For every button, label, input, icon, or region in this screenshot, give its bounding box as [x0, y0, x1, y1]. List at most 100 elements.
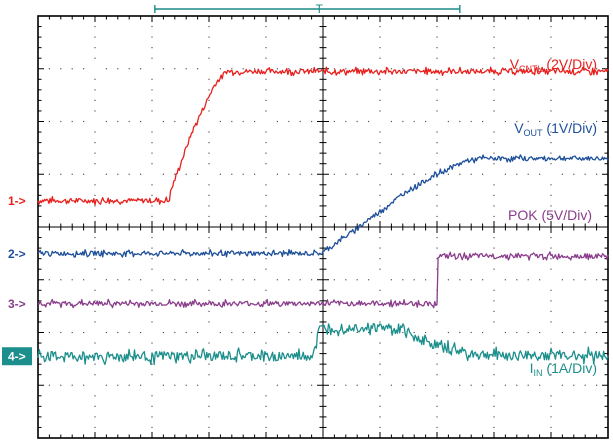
grid-dot — [140, 173, 142, 175]
grid-dot — [162, 279, 164, 281]
grid-dot — [94, 289, 96, 291]
grid-dot — [94, 342, 96, 344]
grid-dot — [379, 194, 381, 196]
grid-dot — [265, 194, 267, 196]
trigger-window-label: T — [316, 2, 324, 16]
grid-dot — [265, 110, 267, 112]
grid-dot — [174, 173, 176, 175]
grid-dot — [185, 279, 187, 281]
grid-dot — [208, 258, 210, 260]
grid-dot — [447, 331, 449, 334]
grid-dot — [345, 120, 347, 123]
grid-dot — [333, 331, 335, 334]
grid-dot — [299, 279, 301, 281]
grid-dot — [151, 57, 153, 59]
grid-dot — [550, 289, 552, 291]
grid-dot — [311, 120, 313, 123]
grid-dot — [561, 279, 563, 281]
grid-dot — [151, 321, 153, 323]
grid-dot — [254, 68, 256, 70]
grid-dot — [299, 384, 301, 386]
grid-dot — [151, 36, 153, 38]
grid-dot — [48, 120, 50, 123]
grid-dot — [265, 152, 267, 154]
grid-dot — [584, 279, 586, 281]
grid-dot — [379, 300, 381, 302]
grid-dot — [413, 68, 415, 70]
grid-dot — [128, 331, 130, 334]
grid-dot — [573, 68, 575, 70]
grid-dot — [470, 68, 472, 70]
grid-dot — [265, 258, 267, 260]
grid-dot — [436, 268, 438, 270]
label-main: POK (5V/Div) — [508, 207, 592, 223]
grid-dot — [151, 184, 153, 186]
grid-dot — [128, 173, 130, 175]
grid-dot — [94, 310, 96, 312]
grid-dot — [208, 163, 210, 165]
minor-ticks — [38, 16, 608, 438]
label-iin: IIN (1A/Div) — [530, 360, 597, 378]
grid-dot — [208, 310, 210, 312]
grid-dot — [197, 384, 199, 386]
grid-dot — [356, 279, 358, 281]
label-vout: VOUT (1V/Div) — [514, 120, 597, 138]
grid-dot — [493, 374, 495, 376]
grid-dot — [117, 384, 119, 386]
grid-dot — [527, 384, 529, 386]
grid-dot — [436, 131, 438, 133]
grid-dot — [83, 384, 85, 386]
grid-dot — [550, 416, 552, 418]
grid-dot — [596, 68, 598, 70]
grid-dot — [493, 321, 495, 323]
grid-dot — [402, 331, 404, 334]
grid-dot — [288, 331, 290, 334]
grid-dot — [504, 120, 506, 123]
grid-dot — [447, 173, 449, 175]
grid-dot — [493, 57, 495, 59]
grid-dot — [550, 405, 552, 407]
grid-dot — [71, 68, 73, 70]
grid-dot — [516, 173, 518, 175]
marker-vout: 2-> — [8, 247, 26, 261]
grid-dot — [493, 236, 495, 239]
grid-dot — [208, 405, 210, 407]
grid-dot — [596, 384, 598, 386]
grid-dot — [550, 236, 552, 239]
grid-dot — [436, 78, 438, 80]
grid-dot — [208, 184, 210, 186]
grid-dot — [436, 321, 438, 323]
grid-dot — [379, 152, 381, 154]
grid-dot — [60, 384, 62, 386]
grid-dot — [539, 384, 541, 386]
grid-dot — [436, 258, 438, 260]
grid-dot — [265, 426, 267, 429]
grid-dot — [493, 25, 495, 28]
grid-dot — [345, 68, 347, 70]
grid-dot — [151, 89, 153, 91]
grid-dot — [379, 258, 381, 260]
grid-dot — [151, 99, 153, 101]
grid-dot — [379, 289, 381, 291]
trace-vcntl — [37, 66, 609, 206]
grid-dot — [60, 68, 62, 70]
trace-vout — [37, 154, 609, 258]
grid-dot — [459, 279, 461, 281]
grid-dot — [550, 374, 552, 376]
grid-dot — [379, 89, 381, 91]
grid-dot — [117, 68, 119, 70]
marker-vcntl: 1-> — [8, 194, 26, 208]
grid-dot — [493, 395, 495, 397]
grid-dot — [527, 68, 529, 70]
grid-dot — [48, 331, 50, 334]
grid-dot — [242, 173, 244, 175]
grid-dot — [83, 279, 85, 281]
grid-dot — [94, 25, 96, 28]
grid-dot — [493, 289, 495, 291]
grid-dot — [265, 405, 267, 407]
grid-dot — [436, 99, 438, 101]
grid-dot — [550, 131, 552, 133]
grid-dot — [48, 384, 50, 386]
grid-dot — [516, 279, 518, 281]
